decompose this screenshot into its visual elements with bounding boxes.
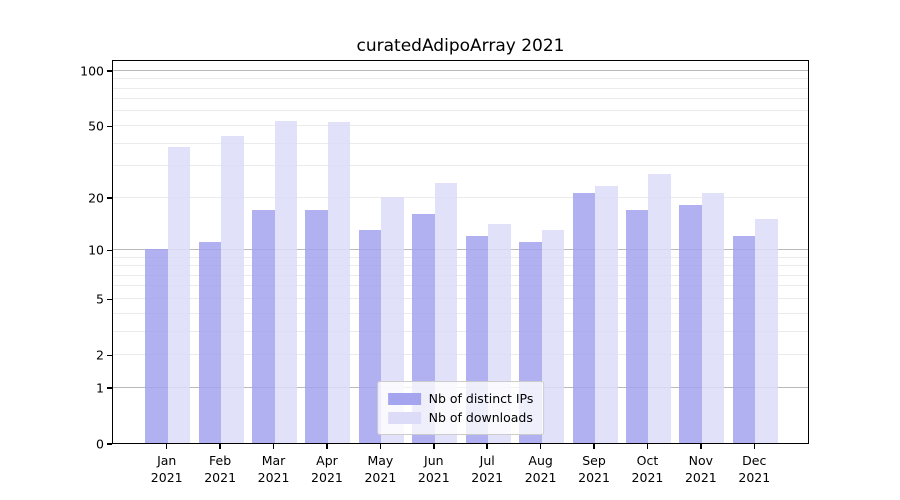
gridline — [113, 124, 808, 126]
x-tick-mark — [165, 444, 168, 449]
bar-distinct-ips-sep — [572, 193, 596, 443]
gridline — [113, 142, 808, 144]
bar-downloads-nov — [701, 193, 725, 443]
gridline — [113, 110, 808, 112]
y-tick-label: 1 — [96, 380, 104, 396]
x-tick-mark — [700, 444, 702, 449]
x-tick-label-nov: Nov 2021 — [684, 453, 717, 485]
bar-downloads-apr — [327, 122, 351, 443]
y-tick-mark — [107, 443, 112, 445]
y-tick-mark — [107, 387, 112, 389]
y-tick-label: 10 — [88, 242, 104, 258]
x-tick-mark — [326, 444, 328, 449]
bar-downloads-sep — [595, 186, 618, 443]
x-tick-mark — [272, 444, 275, 449]
gridline — [113, 285, 808, 287]
gridline — [113, 265, 808, 267]
legend-label: Nb of downloads — [428, 410, 533, 425]
bar-distinct-ips-dec — [732, 235, 756, 443]
gridline — [113, 312, 808, 314]
y-tick-label: 0 — [96, 436, 104, 452]
gridline — [113, 87, 808, 89]
y-tick-label: 5 — [96, 291, 104, 307]
plot-area: Nb of distinct IPs Nb of downloads — [112, 60, 809, 444]
bar-downloads-feb — [221, 135, 244, 443]
bar-distinct-ips-oct — [625, 209, 649, 443]
legend-label: Nb of distinct IPs — [428, 391, 534, 406]
y-tick-label: 100 — [80, 63, 104, 79]
gridline — [113, 69, 808, 71]
chart-title: curatedAdipoArray 2021 — [356, 36, 565, 56]
legend-item-downloads: Nb of downloads — [387, 408, 534, 427]
gridline — [113, 274, 808, 276]
bar-distinct-ips-mar — [252, 209, 275, 443]
y-tick-mark — [107, 249, 112, 252]
bar-downloads-jun — [434, 182, 458, 443]
x-tick-mark — [433, 444, 435, 449]
bar-distinct-ips-apr — [305, 209, 328, 443]
legend-swatch-distinct-ips — [387, 392, 421, 405]
gridline — [113, 297, 808, 299]
bar-downloads-dec — [755, 219, 778, 443]
x-tick-label-oct: Oct 2021 — [631, 453, 664, 485]
y-tick-mark — [107, 70, 112, 72]
bar-downloads-aug — [541, 229, 565, 443]
legend-swatch-downloads — [387, 411, 421, 424]
x-tick-mark — [646, 444, 649, 449]
x-tick-label-jul: Jul 2021 — [471, 453, 504, 485]
bar-distinct-ips-feb — [198, 242, 222, 443]
bar-distinct-ips-nov — [679, 205, 702, 443]
x-tick-label-dec: Dec 2021 — [738, 453, 771, 485]
gridline — [113, 248, 808, 250]
bar-downloads-mar — [274, 120, 298, 443]
bar-distinct-ips-jan — [145, 249, 168, 443]
y-tick-mark — [107, 354, 112, 356]
legend: Nb of distinct IPs Nb of downloads — [376, 381, 545, 435]
gridline — [113, 98, 808, 100]
x-tick-mark — [219, 444, 221, 449]
y-tick-label: 2 — [96, 347, 104, 363]
bar-downloads-jan — [167, 147, 191, 443]
x-tick-label-feb: Feb 2021 — [204, 453, 237, 485]
x-tick-label-sep: Sep 2021 — [578, 453, 610, 485]
y-tick-label: 20 — [88, 190, 104, 206]
gridline — [113, 256, 808, 258]
gridline — [113, 353, 808, 355]
y-tick-mark — [107, 197, 112, 199]
bar-distinct-ips-may — [358, 229, 382, 443]
legend-item-distinct-ips: Nb of distinct IPs — [387, 389, 534, 408]
x-tick-label-jan: Jan 2021 — [150, 453, 183, 485]
x-tick-label-may: May 2021 — [364, 453, 397, 485]
bar-downloads-oct — [648, 173, 671, 443]
y-tick-mark — [107, 125, 112, 128]
x-tick-mark — [379, 444, 382, 449]
y-tick-label: 50 — [88, 118, 104, 134]
x-tick-label-apr: Apr 2021 — [311, 453, 343, 485]
gridline — [113, 165, 808, 167]
x-tick-mark — [486, 444, 488, 449]
y-tick-mark — [107, 298, 112, 300]
x-tick-mark — [539, 444, 542, 449]
x-tick-mark — [593, 444, 595, 449]
gridline — [113, 78, 808, 80]
gridline — [113, 330, 808, 332]
x-tick-label-aug: Aug 2021 — [524, 453, 557, 485]
x-tick-label-jun: Jun 2021 — [417, 453, 450, 485]
gridline — [113, 196, 808, 198]
x-tick-label-mar: Mar 2021 — [257, 453, 290, 485]
x-tick-mark — [753, 444, 756, 449]
